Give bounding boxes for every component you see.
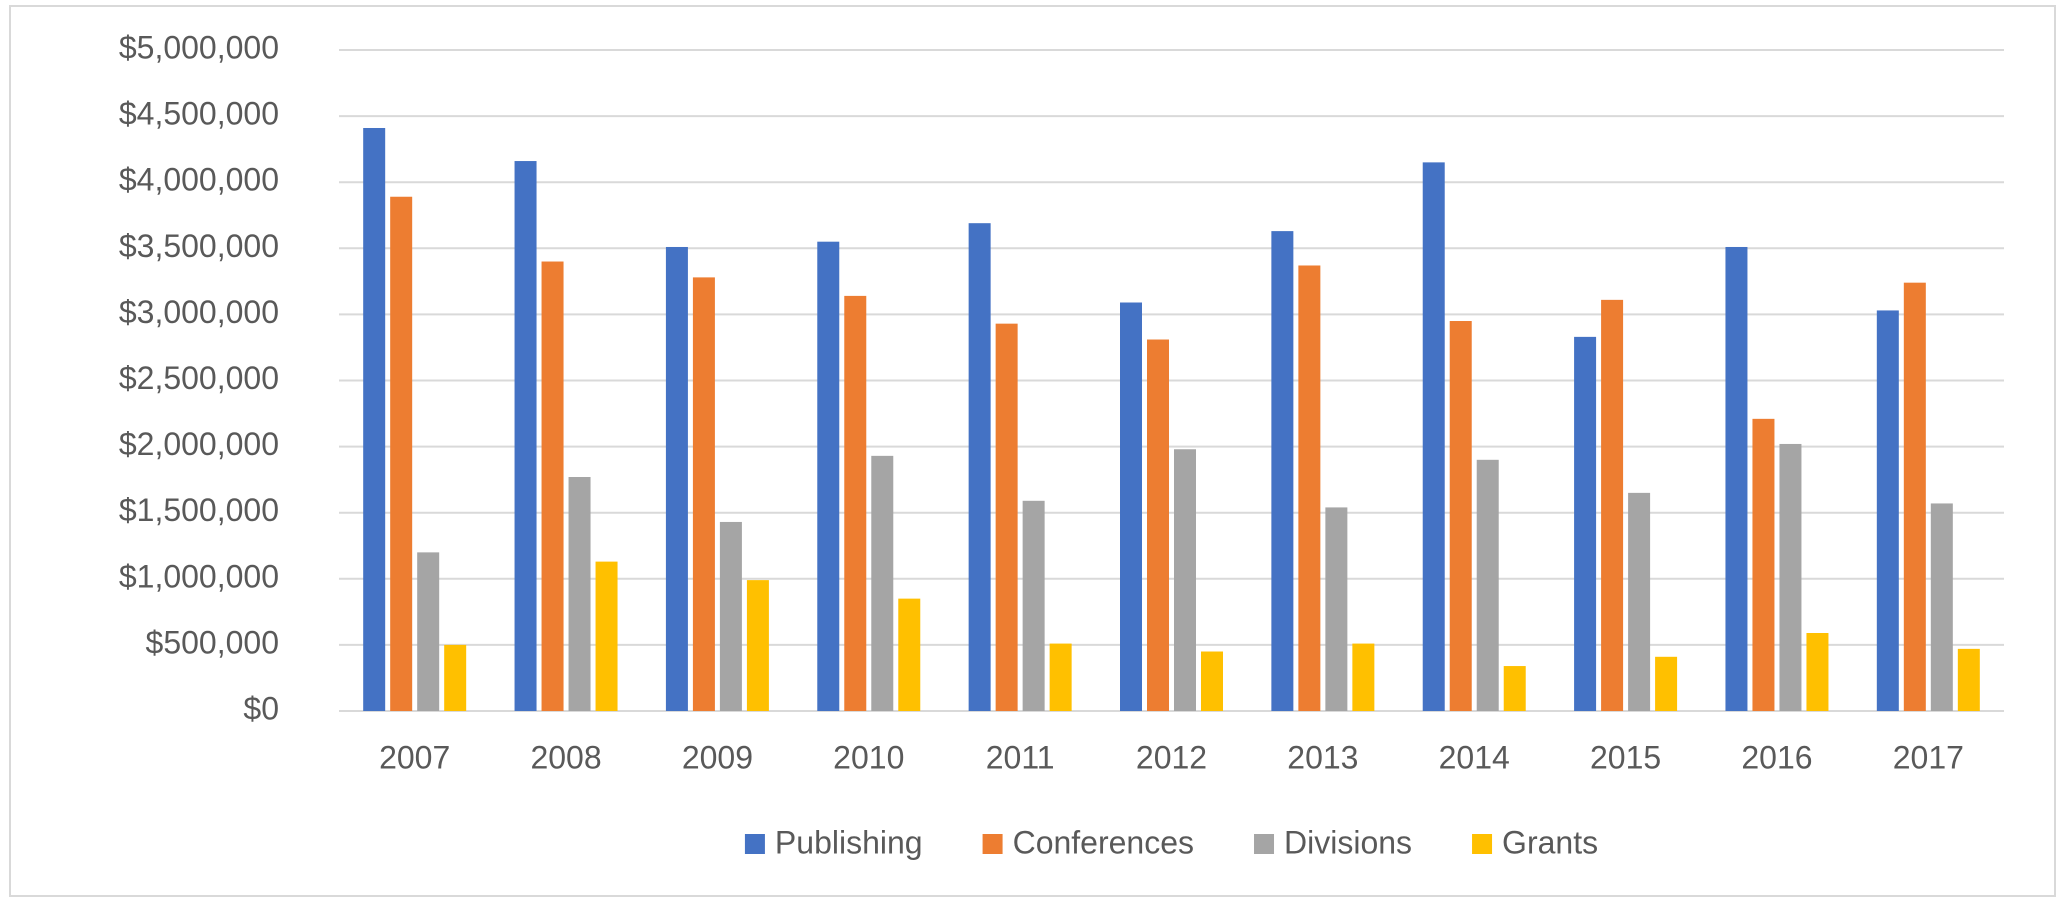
legend-swatch [1472,834,1493,854]
bar [1449,321,1472,711]
y-tick-label: $5,000,000 [119,29,279,65]
y-tick-label: $500,000 [146,624,279,660]
bar [898,598,921,711]
bar [568,477,591,711]
bar [1503,666,1526,711]
legend-swatch [982,834,1003,854]
bar [1752,418,1775,711]
bar [1876,310,1899,711]
bar [1725,246,1748,711]
bar [1120,302,1142,711]
bar [1655,656,1678,711]
y-tick-label: $3,000,000 [119,294,279,330]
bar [1352,643,1375,711]
bar [1022,500,1045,711]
legend-swatch [744,834,765,854]
x-tick-label: 2014 [1439,739,1510,775]
bar [1628,492,1651,711]
bar [968,223,991,711]
bar [595,561,618,711]
chart-frame [9,5,2056,897]
x-tick-label: 2007 [379,739,450,775]
bar [390,196,413,711]
bar [1147,339,1169,711]
y-tick-label: $1,500,000 [119,492,279,528]
legend-label: Grants [1502,824,1598,860]
bar [1174,449,1196,711]
y-tick-label: $2,000,000 [119,426,279,462]
legend-label: Conferences [1013,824,1194,860]
bar [1957,648,1980,711]
bar [1601,299,1624,711]
legend-swatch [1254,834,1275,854]
bar [1476,459,1499,711]
y-tick-label: $4,000,000 [119,162,279,198]
x-tick-label: 2012 [1136,739,1207,775]
bar [1325,507,1348,711]
bar [363,127,386,712]
bar [1930,503,1953,711]
bar [1422,162,1445,711]
bar [746,580,769,711]
bar [692,277,715,711]
bar [665,246,688,711]
bar [1049,643,1072,711]
x-tick-label: 2010 [833,739,904,775]
y-tick-label: $0 [243,690,279,726]
bar [1574,336,1597,711]
bar [1201,651,1223,711]
x-tick-label: 2015 [1590,739,1661,775]
bar [1903,282,1926,711]
x-tick-label: 2013 [1287,739,1358,775]
x-tick-label: 2011 [986,739,1055,775]
y-tick-label: $1,000,000 [119,558,279,594]
bar [1779,443,1802,711]
bar [514,161,537,712]
bar [1298,265,1321,711]
x-tick-label: 2009 [682,739,753,775]
bar [719,521,742,711]
legend-label: Divisions [1284,824,1412,860]
bar [541,261,564,711]
x-tick-label: 2017 [1893,739,1964,775]
x-tick-label: 2008 [530,739,601,775]
bar [995,323,1018,711]
bar [417,552,440,711]
y-tick-label: $4,500,000 [119,96,279,132]
bar [1271,231,1294,711]
y-tick-label: $3,500,000 [119,228,279,264]
bar [817,241,840,711]
bar [844,295,867,711]
y-tick-label: $2,500,000 [119,360,279,396]
bar [871,455,894,711]
legend-label: Publishing [775,824,923,860]
bar [444,644,467,711]
bar [1806,633,1829,711]
x-tick-label: 2016 [1741,739,1812,775]
